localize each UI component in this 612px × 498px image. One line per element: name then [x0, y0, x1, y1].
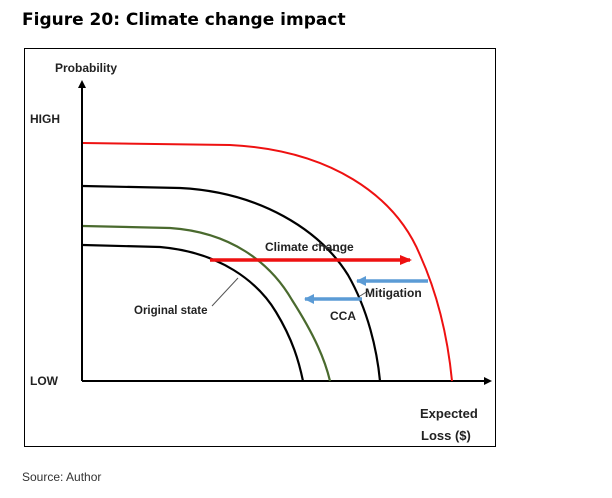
climate-change-label: Climate change — [265, 240, 354, 254]
y-low-label: LOW — [30, 374, 59, 388]
y-high-label: HIGH — [30, 112, 60, 126]
original-state-leader — [211, 277, 239, 307]
mitigation-label: Mitigation — [365, 286, 422, 300]
x-axis-label-line1: Expected — [420, 406, 478, 421]
mitigation-leader — [359, 290, 369, 297]
y-axis-label: Probability — [55, 61, 117, 75]
cca-label: CCA — [330, 309, 356, 323]
x-axis-label-line2: Loss ($) — [421, 428, 471, 443]
cca-curve — [82, 224, 332, 382]
original-state-curve — [82, 243, 305, 382]
source-note: Source: Author — [22, 470, 102, 484]
original-state-label: Original state — [134, 305, 208, 317]
mitigation-curve — [82, 184, 382, 382]
figure-title: Figure 20: Climate change impact — [22, 10, 346, 30]
climate-change-leader — [315, 243, 341, 253]
climate-change-curve — [82, 142, 453, 382]
